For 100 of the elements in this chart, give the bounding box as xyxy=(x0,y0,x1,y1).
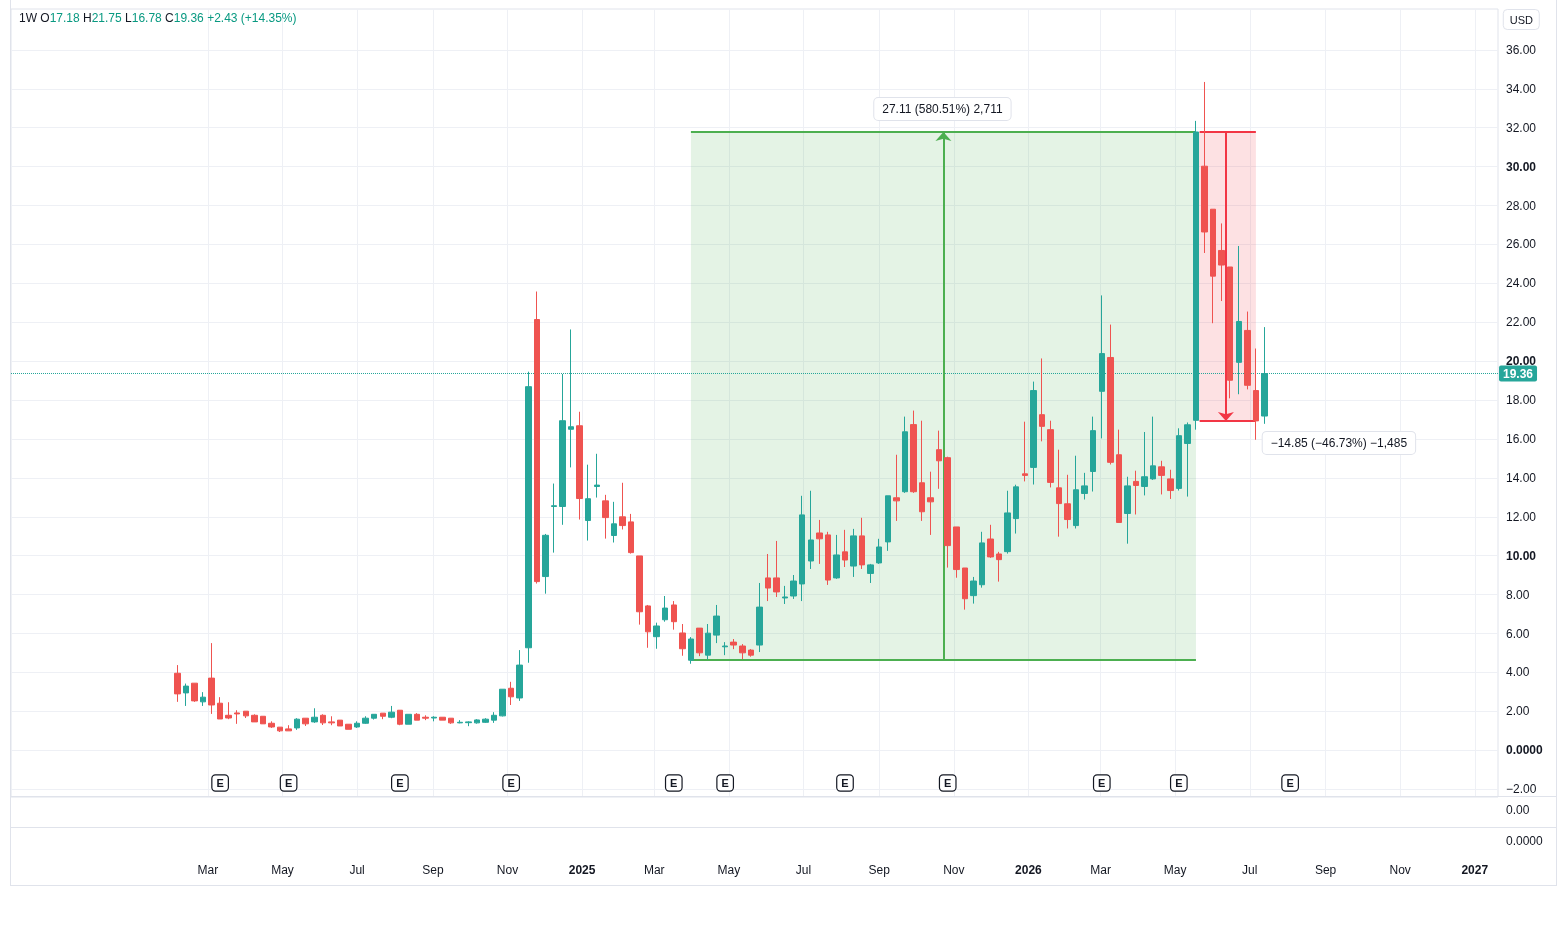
text: 0.00 xyxy=(1506,803,1530,817)
y-tick-label: 16.00 xyxy=(1506,432,1537,446)
candlestick xyxy=(1039,357,1045,442)
candlestick xyxy=(225,701,232,720)
annotation: E xyxy=(396,777,404,789)
candlestick xyxy=(893,454,900,522)
candlestick xyxy=(465,720,472,727)
y-tick-label: 18.00 xyxy=(1506,393,1537,408)
candlestick xyxy=(1073,455,1079,529)
candlestick xyxy=(474,718,480,725)
candlestick xyxy=(397,709,403,726)
y-tick-label: 26.00 xyxy=(1506,237,1537,252)
candlestick xyxy=(850,528,857,578)
candlestick xyxy=(362,715,369,725)
x-tick-label: Jul xyxy=(349,863,365,877)
candlestick xyxy=(183,683,189,707)
candlestick xyxy=(619,482,626,530)
candlestick xyxy=(876,538,882,565)
candlestick xyxy=(457,719,463,724)
candlestick xyxy=(825,531,831,586)
y-tick-label: 36.00 xyxy=(1506,42,1537,57)
candlestick xyxy=(1253,348,1259,441)
y-tick-label: 4.00 xyxy=(1506,665,1530,680)
candlestick xyxy=(944,456,951,569)
candlestick xyxy=(970,576,977,605)
candlestick xyxy=(1167,469,1174,500)
annotation: E xyxy=(507,777,515,789)
candlestick xyxy=(936,430,942,490)
candlestick xyxy=(756,582,763,653)
candlestick xyxy=(1090,416,1096,493)
candlestick xyxy=(867,563,874,584)
candlestick xyxy=(808,490,814,570)
candlestick xyxy=(902,416,908,494)
x-tick-label: 2026 xyxy=(1015,863,1043,877)
y-tick-label: 0.0000 xyxy=(1506,743,1544,758)
y-tick-label: 8.00 xyxy=(1506,587,1530,602)
x-tick-label: Jul xyxy=(1242,863,1258,877)
candlestick xyxy=(628,513,634,555)
candlestick xyxy=(979,531,985,589)
y-axis-title: USD xyxy=(1509,13,1534,26)
candlestick xyxy=(611,501,617,544)
candlestick xyxy=(200,691,206,707)
x-tick-label: May xyxy=(271,863,294,877)
candlestick xyxy=(328,715,335,726)
y-tick-label: 32.00 xyxy=(1506,120,1537,135)
candlestick xyxy=(260,715,266,725)
candlestick xyxy=(1047,420,1054,488)
candlestick xyxy=(251,713,258,723)
candlestick xyxy=(594,453,600,499)
y-tick-label: 34.00 xyxy=(1506,81,1537,96)
candlestick xyxy=(696,627,703,657)
candlestick xyxy=(585,464,591,542)
annotation: E xyxy=(944,777,952,789)
candlestick xyxy=(636,555,643,626)
x-tick-label: Mar xyxy=(1090,863,1111,877)
candlestick xyxy=(730,638,737,650)
candlestick xyxy=(1227,266,1233,399)
candlestick xyxy=(662,595,668,623)
candlestick xyxy=(842,529,848,568)
ref-line-label: 19.36 xyxy=(1503,366,1534,381)
candlestick xyxy=(1064,474,1071,529)
candlestick xyxy=(1244,311,1251,390)
candlestick xyxy=(953,526,960,579)
y-tick-label: 2.00 xyxy=(1506,704,1530,719)
candlestick xyxy=(1201,81,1208,254)
candlestick xyxy=(1218,222,1225,302)
annotation: E xyxy=(841,777,849,789)
y-tick-label: 6.00 xyxy=(1506,626,1530,641)
y-tick-label: 10.00 xyxy=(1506,548,1537,563)
candlestick xyxy=(294,717,300,731)
candlestick xyxy=(371,713,377,721)
x-tick-label: Mar xyxy=(197,863,219,877)
candlestick xyxy=(765,553,771,602)
candlestick xyxy=(910,410,917,494)
candlestick xyxy=(688,636,694,665)
y-tick-label: 24.00 xyxy=(1506,276,1537,291)
y-tick-label: 28.00 xyxy=(1506,198,1537,213)
candlestick xyxy=(671,600,677,631)
candlestick xyxy=(302,717,309,727)
candlestick xyxy=(1176,427,1182,492)
candlestick xyxy=(1107,324,1114,465)
candlestick xyxy=(1013,484,1019,535)
candlestick xyxy=(345,723,352,730)
candlestick xyxy=(1004,490,1011,555)
candlestick xyxy=(1056,449,1062,538)
candlestick xyxy=(208,642,215,715)
x-tick-label: Sep xyxy=(1314,863,1337,877)
candlestick xyxy=(782,585,788,605)
candlestick xyxy=(559,373,566,526)
candlestick xyxy=(1158,460,1165,495)
candlestick xyxy=(1022,421,1028,482)
x-tick-label: Nov xyxy=(496,863,519,877)
x-tick-label: Jul xyxy=(795,863,812,877)
y-tick-label: 12.00 xyxy=(1506,509,1537,524)
chart-title: 1W O17.18 H21.75 L16.78 C19.36 +2.43 (+14.35%) xyxy=(19,11,297,25)
candlestick xyxy=(320,713,326,726)
candlestick xyxy=(713,604,720,644)
annotation: E xyxy=(216,777,224,789)
candlestick xyxy=(927,471,934,536)
x-tick-label: 2027 xyxy=(1461,863,1489,877)
